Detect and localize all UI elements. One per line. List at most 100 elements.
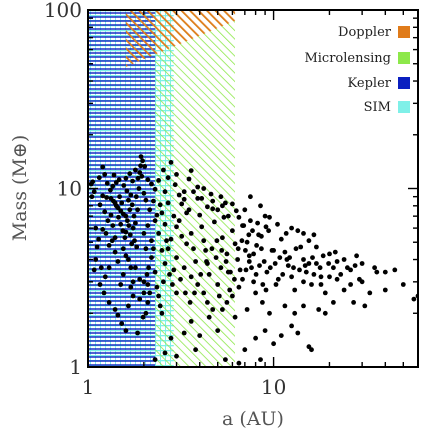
data-point: [242, 347, 248, 353]
data-point: [161, 279, 166, 285]
data-point: [156, 231, 162, 236]
data-point: [128, 265, 134, 271]
data-point: [133, 167, 138, 173]
data-point: [118, 208, 124, 214]
data-point: [267, 214, 272, 220]
data-point: [149, 181, 154, 187]
data-point: [318, 274, 324, 280]
data-point: [133, 194, 139, 200]
data-point: [215, 282, 221, 287]
data-point: [292, 310, 298, 316]
data-point: [170, 282, 175, 287]
data-point: [352, 263, 358, 268]
data-point: [191, 246, 196, 252]
data-point: [143, 197, 149, 203]
data-point: [102, 274, 108, 280]
data-point: [285, 263, 291, 268]
data-point: [243, 267, 249, 273]
data-point: [90, 179, 96, 185]
data-point: [130, 225, 136, 231]
data-point: [306, 238, 312, 244]
data-point: [289, 225, 294, 231]
data-point: [111, 172, 117, 178]
data-point: [137, 170, 143, 175]
data-point: [280, 272, 286, 277]
data-point: [188, 274, 194, 280]
data-point: [176, 192, 182, 198]
data-point: [250, 228, 255, 234]
data-point: [230, 293, 235, 299]
data-point: [251, 279, 256, 285]
data-point: [287, 255, 292, 260]
data-point: [123, 328, 129, 333]
legend-swatch-sim: [398, 101, 410, 113]
data-point: [233, 208, 239, 214]
data-point: [167, 272, 172, 277]
data-point: [137, 276, 143, 282]
data-point: [128, 284, 134, 290]
data-point: [230, 228, 235, 234]
y-tick-label: 100: [44, 0, 82, 22]
data-point: [195, 282, 201, 287]
data-point: [282, 303, 288, 309]
data-point: [263, 287, 269, 293]
data-point: [120, 246, 126, 252]
data-point: [218, 265, 224, 271]
data-point: [188, 231, 194, 236]
data-point: [123, 175, 129, 181]
data-point: [292, 287, 298, 293]
data-point: [362, 303, 368, 309]
data-point: [162, 221, 168, 227]
data-point: [131, 213, 137, 219]
data-point: [334, 276, 340, 282]
data-point: [209, 246, 215, 252]
data-point: [261, 259, 267, 264]
data-point: [392, 267, 398, 273]
data-point: [210, 198, 216, 204]
data-point: [120, 272, 126, 277]
data-point: [156, 293, 162, 299]
data-point: [348, 282, 353, 287]
data-point: [93, 225, 99, 231]
data-point: [210, 307, 216, 312]
data-point: [106, 265, 112, 271]
data-point: [199, 224, 205, 230]
data-point: [133, 265, 138, 271]
data-point: [212, 219, 217, 225]
data-point: [232, 276, 237, 282]
legend-swatch-microlensing: [398, 52, 410, 64]
data-point: [152, 357, 158, 362]
data-point: [141, 190, 147, 196]
data-point: [275, 221, 280, 227]
doppler-region: [125, 10, 236, 67]
data-point: [186, 176, 192, 182]
data-point: [303, 269, 309, 275]
data-point: [220, 203, 225, 209]
data-point: [159, 248, 165, 253]
data-point: [152, 186, 158, 192]
data-point: [258, 203, 263, 209]
data-point: [134, 244, 140, 250]
data-point: [278, 236, 284, 242]
data-point: [192, 290, 197, 296]
data-point: [208, 191, 214, 197]
data-point: [248, 218, 253, 224]
data-point: [322, 290, 328, 296]
data-point: [127, 232, 133, 238]
data-point: [311, 272, 317, 277]
data-point: [341, 257, 347, 262]
data-point: [236, 214, 242, 220]
data-point: [201, 290, 207, 296]
data-point: [237, 267, 243, 273]
data-point: [301, 303, 306, 309]
data-point: [145, 177, 151, 183]
data-point: [135, 330, 141, 336]
data-point: [311, 232, 317, 238]
data-point: [157, 202, 163, 208]
data-point: [96, 175, 102, 181]
data-point: [161, 167, 166, 173]
data-point: [125, 197, 131, 203]
data-point: [236, 360, 242, 366]
data-point: [220, 307, 225, 312]
data-point: [354, 253, 359, 259]
